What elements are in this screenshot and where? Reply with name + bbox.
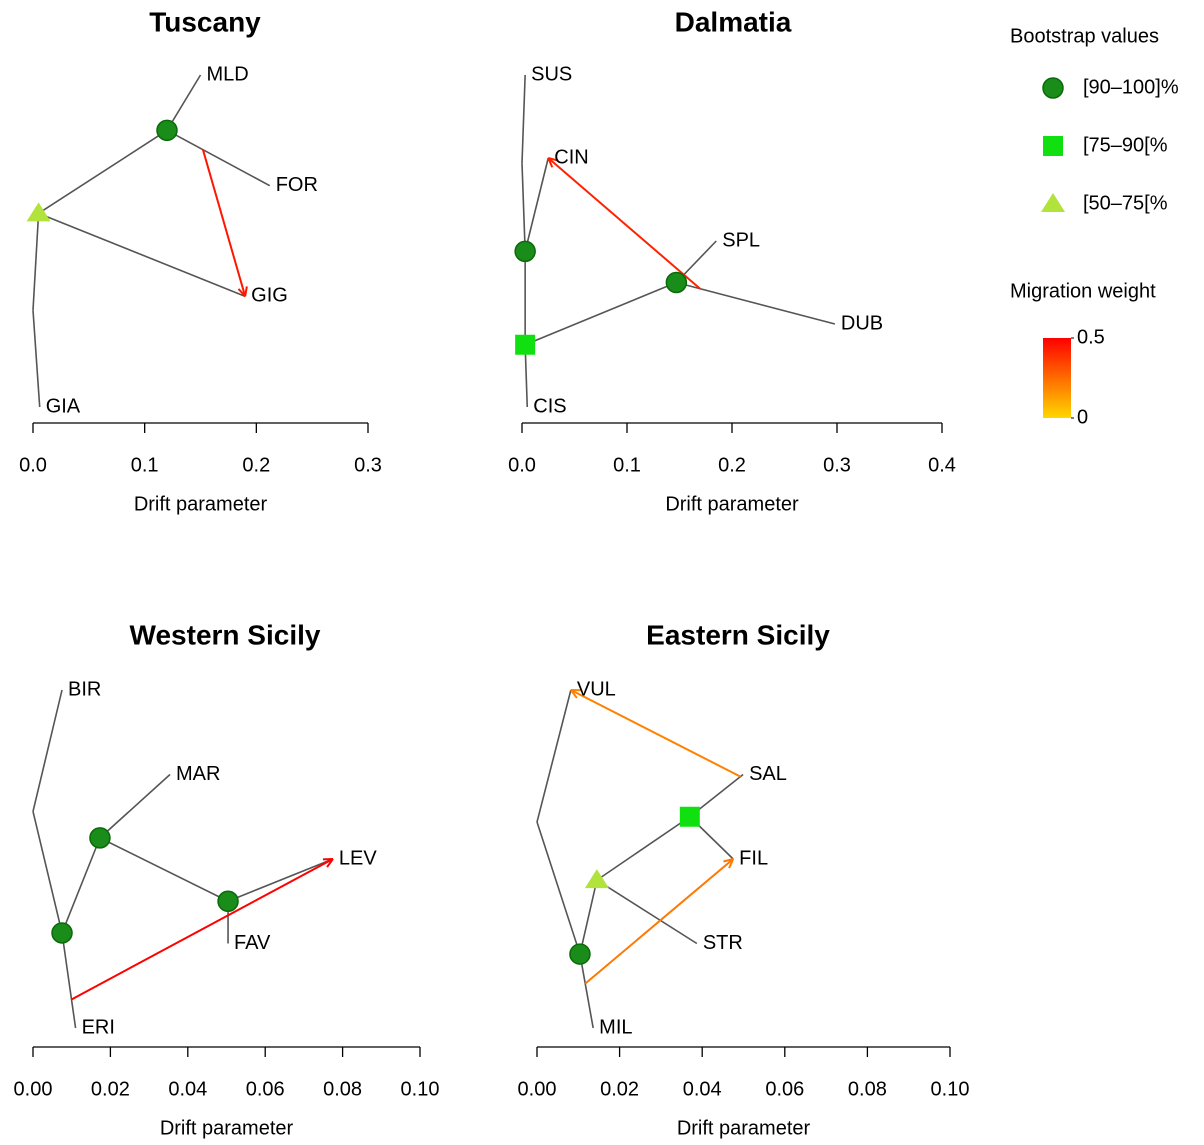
x-tick-label: 0.08 <box>848 1078 887 1100</box>
x-tick-label: 0.0 <box>508 454 536 476</box>
leaf-label: ERI <box>82 1016 115 1038</box>
leaf-label: MIL <box>599 1016 632 1038</box>
x-tick-label: 0.10 <box>931 1078 970 1100</box>
migration-edge <box>585 859 733 984</box>
leaf-label: CIS <box>533 395 566 417</box>
leaf-label: MLD <box>207 63 249 85</box>
legend-marker <box>1043 136 1063 156</box>
x-tick-label: 0.02 <box>600 1078 639 1100</box>
migration-edge <box>203 150 245 297</box>
migration-edge <box>72 859 333 999</box>
x-tick-label: 0.4 <box>928 454 956 476</box>
branch <box>580 880 597 954</box>
branch <box>33 213 39 310</box>
x-tick-label: 0.0 <box>19 454 47 476</box>
branch <box>525 158 548 251</box>
node-marker <box>666 273 686 293</box>
x-tick-label: 0.3 <box>823 454 851 476</box>
branch <box>33 690 62 811</box>
leaf-label: LEV <box>339 847 377 869</box>
leaf-label: GIG <box>251 285 288 307</box>
branch <box>100 775 170 838</box>
chart-title: Eastern Sicily <box>646 619 830 650</box>
branch <box>33 310 40 407</box>
chart-title: Tuscany <box>149 6 261 37</box>
x-tick-label: 0.1 <box>613 454 641 476</box>
legend-marker <box>1041 193 1065 212</box>
migration-edge <box>548 158 700 289</box>
leaf-label: FOR <box>276 174 318 196</box>
node-marker <box>157 120 177 140</box>
x-tick-label: 0.3 <box>354 454 382 476</box>
scale-tick-label: 0.5 <box>1077 326 1105 348</box>
x-tick-label: 0.00 <box>518 1078 557 1100</box>
branch <box>228 859 333 901</box>
legend-title: Migration weight <box>1010 280 1156 302</box>
node-marker <box>515 241 535 261</box>
x-tick-label: 0.04 <box>683 1078 722 1100</box>
node-marker <box>680 807 700 827</box>
node-marker <box>27 202 51 221</box>
leaf-label: MAR <box>176 763 220 785</box>
color-scale <box>1043 338 1071 418</box>
x-tick-label: 0.06 <box>246 1078 285 1100</box>
x-tick-label: 0.2 <box>242 454 270 476</box>
x-tick-label: 0.1 <box>131 454 159 476</box>
x-tick-label: 0.02 <box>91 1078 130 1100</box>
node-marker <box>218 891 238 911</box>
x-axis-label: Drift parameter <box>665 493 799 515</box>
x-tick-label: 0.2 <box>718 454 746 476</box>
legend-label: [50–75[% <box>1083 192 1168 214</box>
branch <box>522 75 525 163</box>
branch <box>62 838 100 933</box>
x-tick-label: 0.10 <box>401 1078 440 1100</box>
node-marker <box>515 335 535 355</box>
legend-label: [75–90[% <box>1083 134 1168 156</box>
leaf-label: SAL <box>749 763 787 785</box>
leaf-label: GIA <box>46 395 81 417</box>
x-axis-label: Drift parameter <box>134 493 268 515</box>
branch <box>537 690 571 822</box>
x-axis-label: Drift parameter <box>160 1117 294 1139</box>
x-tick-label: 0.00 <box>14 1078 53 1100</box>
legend-marker <box>1043 78 1063 98</box>
leaf-label: DUB <box>841 312 883 334</box>
leaf-label: SPL <box>722 229 760 251</box>
branch <box>597 817 690 880</box>
leaf-label: CIN <box>554 146 588 168</box>
branch <box>537 822 580 954</box>
chart-title: Dalmatia <box>675 6 792 37</box>
x-axis-label: Drift parameter <box>677 1117 811 1139</box>
legend-label: [90–100]% <box>1083 76 1179 98</box>
node-marker <box>570 944 590 964</box>
x-tick-label: 0.06 <box>765 1078 804 1100</box>
leaf-label: STR <box>703 932 743 954</box>
arrow-head <box>245 286 247 296</box>
x-tick-label: 0.04 <box>168 1078 207 1100</box>
leaf-label: FIL <box>739 847 768 869</box>
scale-tick-label: 0 <box>1077 406 1088 428</box>
node-marker <box>90 828 110 848</box>
chart-title: Western Sicily <box>130 619 321 650</box>
legend-title: Bootstrap values <box>1010 25 1159 47</box>
branch <box>39 130 167 213</box>
branch <box>597 880 697 943</box>
branch <box>522 163 525 251</box>
node-marker <box>585 869 609 888</box>
x-tick-label: 0.08 <box>323 1078 362 1100</box>
branch <box>39 213 246 296</box>
leaf-label: VUL <box>577 678 616 700</box>
leaf-label: BIR <box>68 678 101 700</box>
branch <box>33 811 62 932</box>
branch <box>525 283 676 345</box>
migration-edge <box>571 690 741 777</box>
leaf-label: SUS <box>531 63 572 85</box>
leaf-label: FAV <box>234 932 271 954</box>
node-marker <box>52 923 72 943</box>
branch <box>62 933 76 1028</box>
branch <box>100 838 228 901</box>
branch <box>167 130 270 185</box>
branch <box>580 954 593 1028</box>
